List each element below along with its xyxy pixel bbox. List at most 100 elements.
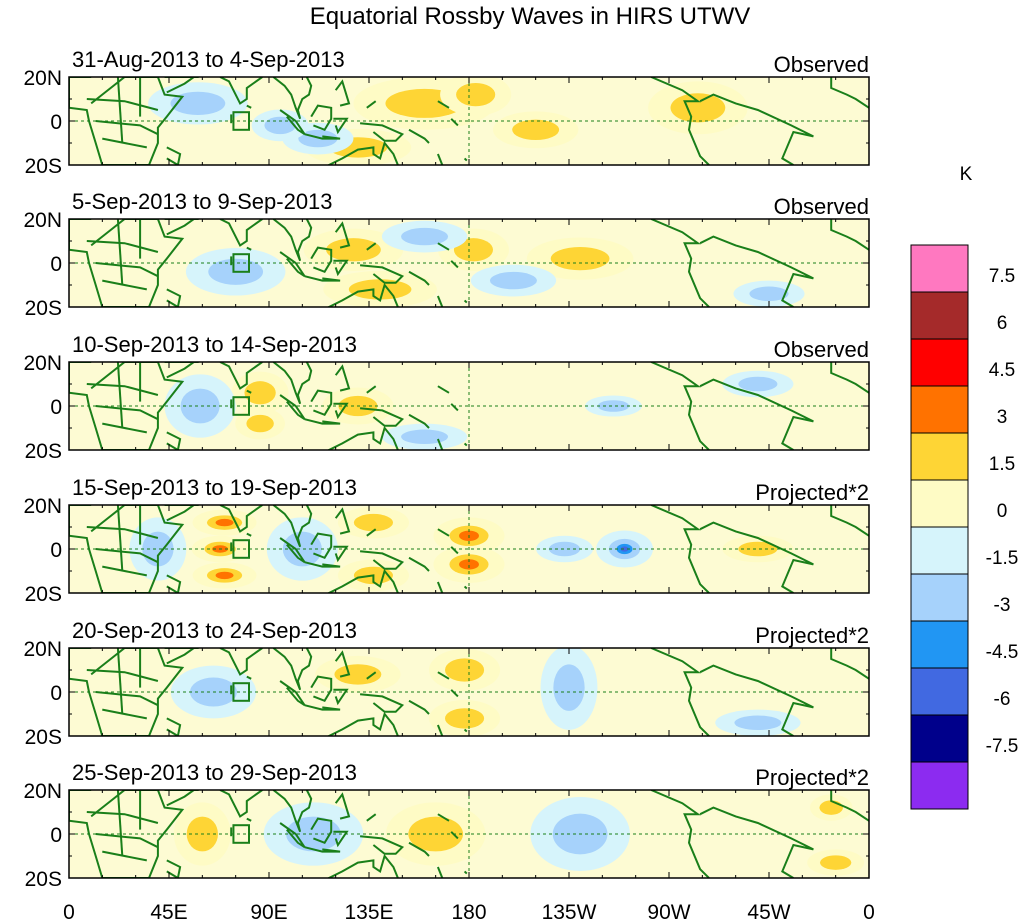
coastline — [333, 259, 349, 277]
coastline — [246, 246, 252, 251]
coastline — [164, 362, 200, 379]
colorbar-bin — [910, 244, 969, 293]
coastline — [164, 790, 200, 807]
coastline — [650, 648, 710, 736]
coastline — [319, 140, 399, 165]
coastline — [164, 219, 200, 236]
lat-label: 20S — [25, 297, 62, 320]
coastline — [650, 362, 710, 450]
colorbar-tick-label: 4.5 — [989, 360, 1015, 381]
coastline — [319, 282, 399, 307]
coastline — [437, 813, 450, 822]
anomaly-contour — [512, 119, 560, 140]
colorbar-tick-label: 1.5 — [989, 454, 1015, 475]
anomaly-contour — [348, 279, 412, 300]
coastline — [164, 648, 200, 665]
colorbar-tick-label: -1.5 — [986, 548, 1019, 569]
anomaly-contour — [749, 286, 789, 302]
coastline — [437, 385, 450, 394]
coastline — [102, 422, 147, 434]
coastline — [86, 383, 159, 396]
colorbar-bin — [910, 291, 969, 340]
lon-label: 135W — [542, 901, 597, 924]
coastline — [164, 77, 200, 94]
coastline — [463, 442, 468, 447]
panel-date-range: 10-Sep-2013 to 14-Sep-2013 — [72, 332, 357, 357]
colorbar-tick-label: -6 — [994, 689, 1011, 710]
anomaly-field — [164, 370, 794, 450]
coastline — [116, 790, 124, 857]
anomaly-contour — [620, 546, 629, 552]
coastline — [463, 585, 468, 590]
coastline — [334, 650, 351, 678]
coastline — [360, 122, 405, 142]
panel-status-label: Observed — [774, 337, 869, 362]
coastline — [219, 648, 263, 676]
panel-date-range: 5-Sep-2013 to 9-Sep-2013 — [72, 189, 333, 214]
coastline — [102, 708, 147, 720]
anomaly-contour — [489, 271, 537, 290]
coastline — [450, 118, 459, 127]
coastline — [830, 790, 869, 822]
coastline — [246, 675, 252, 680]
anomaly-contour — [734, 715, 782, 731]
lon-label: 135E — [344, 901, 393, 924]
coastline — [272, 505, 313, 548]
coastline — [699, 806, 814, 878]
colorbar-tick-label: 3 — [997, 407, 1008, 428]
coastline — [69, 77, 185, 165]
coastline — [95, 262, 159, 278]
anomaly-contour — [353, 513, 394, 532]
anomaly-field — [185, 220, 805, 307]
coastline — [102, 565, 147, 577]
lat-label: 0 — [50, 824, 62, 847]
anomaly-contour — [246, 414, 274, 433]
coastline — [408, 841, 430, 857]
anomaly-contour — [286, 816, 341, 852]
panel-2: 20N 0 20S 5-Sep-2013 to 9-Sep-2013 Observed — [23, 189, 870, 320]
coastline — [360, 693, 405, 713]
colorbar-tick-label: -4.5 — [986, 642, 1019, 663]
coastline — [69, 505, 185, 593]
anomaly-contour — [550, 246, 610, 271]
coastline — [650, 505, 710, 593]
panel-status-label: Projected*2 — [755, 623, 869, 648]
coastline — [366, 671, 377, 680]
anomaly-contour — [244, 381, 276, 405]
colorbar-bin — [910, 338, 969, 387]
coastline — [304, 704, 341, 711]
coastlines — [69, 77, 869, 165]
coastline — [437, 528, 450, 537]
coastline — [436, 581, 444, 593]
anomaly-contour — [445, 658, 485, 682]
coastlines — [69, 648, 869, 736]
lat-label: 20S — [25, 726, 62, 749]
coastline — [450, 546, 459, 555]
lat-label: 20S — [25, 583, 62, 606]
anomaly-contour — [597, 400, 630, 412]
panel-status-label: Observed — [774, 194, 869, 219]
coastline — [310, 675, 333, 703]
coastline — [272, 219, 313, 262]
lat-label: 0 — [50, 111, 62, 134]
lat-label: 20N — [23, 209, 62, 232]
anomaly-contour — [819, 800, 843, 815]
coastline — [463, 299, 468, 304]
coastlines — [69, 505, 869, 593]
coastline — [310, 532, 333, 560]
lat-label: 20N — [23, 638, 62, 661]
coastlines — [69, 219, 869, 307]
coastline — [86, 98, 159, 111]
anomaly-contour — [215, 571, 234, 580]
coastline — [164, 505, 200, 522]
anomaly-contour — [334, 664, 382, 685]
colorbar-bin — [910, 761, 969, 810]
coastline — [319, 711, 399, 736]
coastline — [333, 402, 349, 420]
coastline — [219, 362, 263, 390]
coastline — [450, 260, 459, 269]
coastline — [436, 153, 444, 165]
coastline — [366, 242, 377, 251]
anomaly-field — [170, 648, 801, 736]
coastline — [830, 219, 869, 251]
